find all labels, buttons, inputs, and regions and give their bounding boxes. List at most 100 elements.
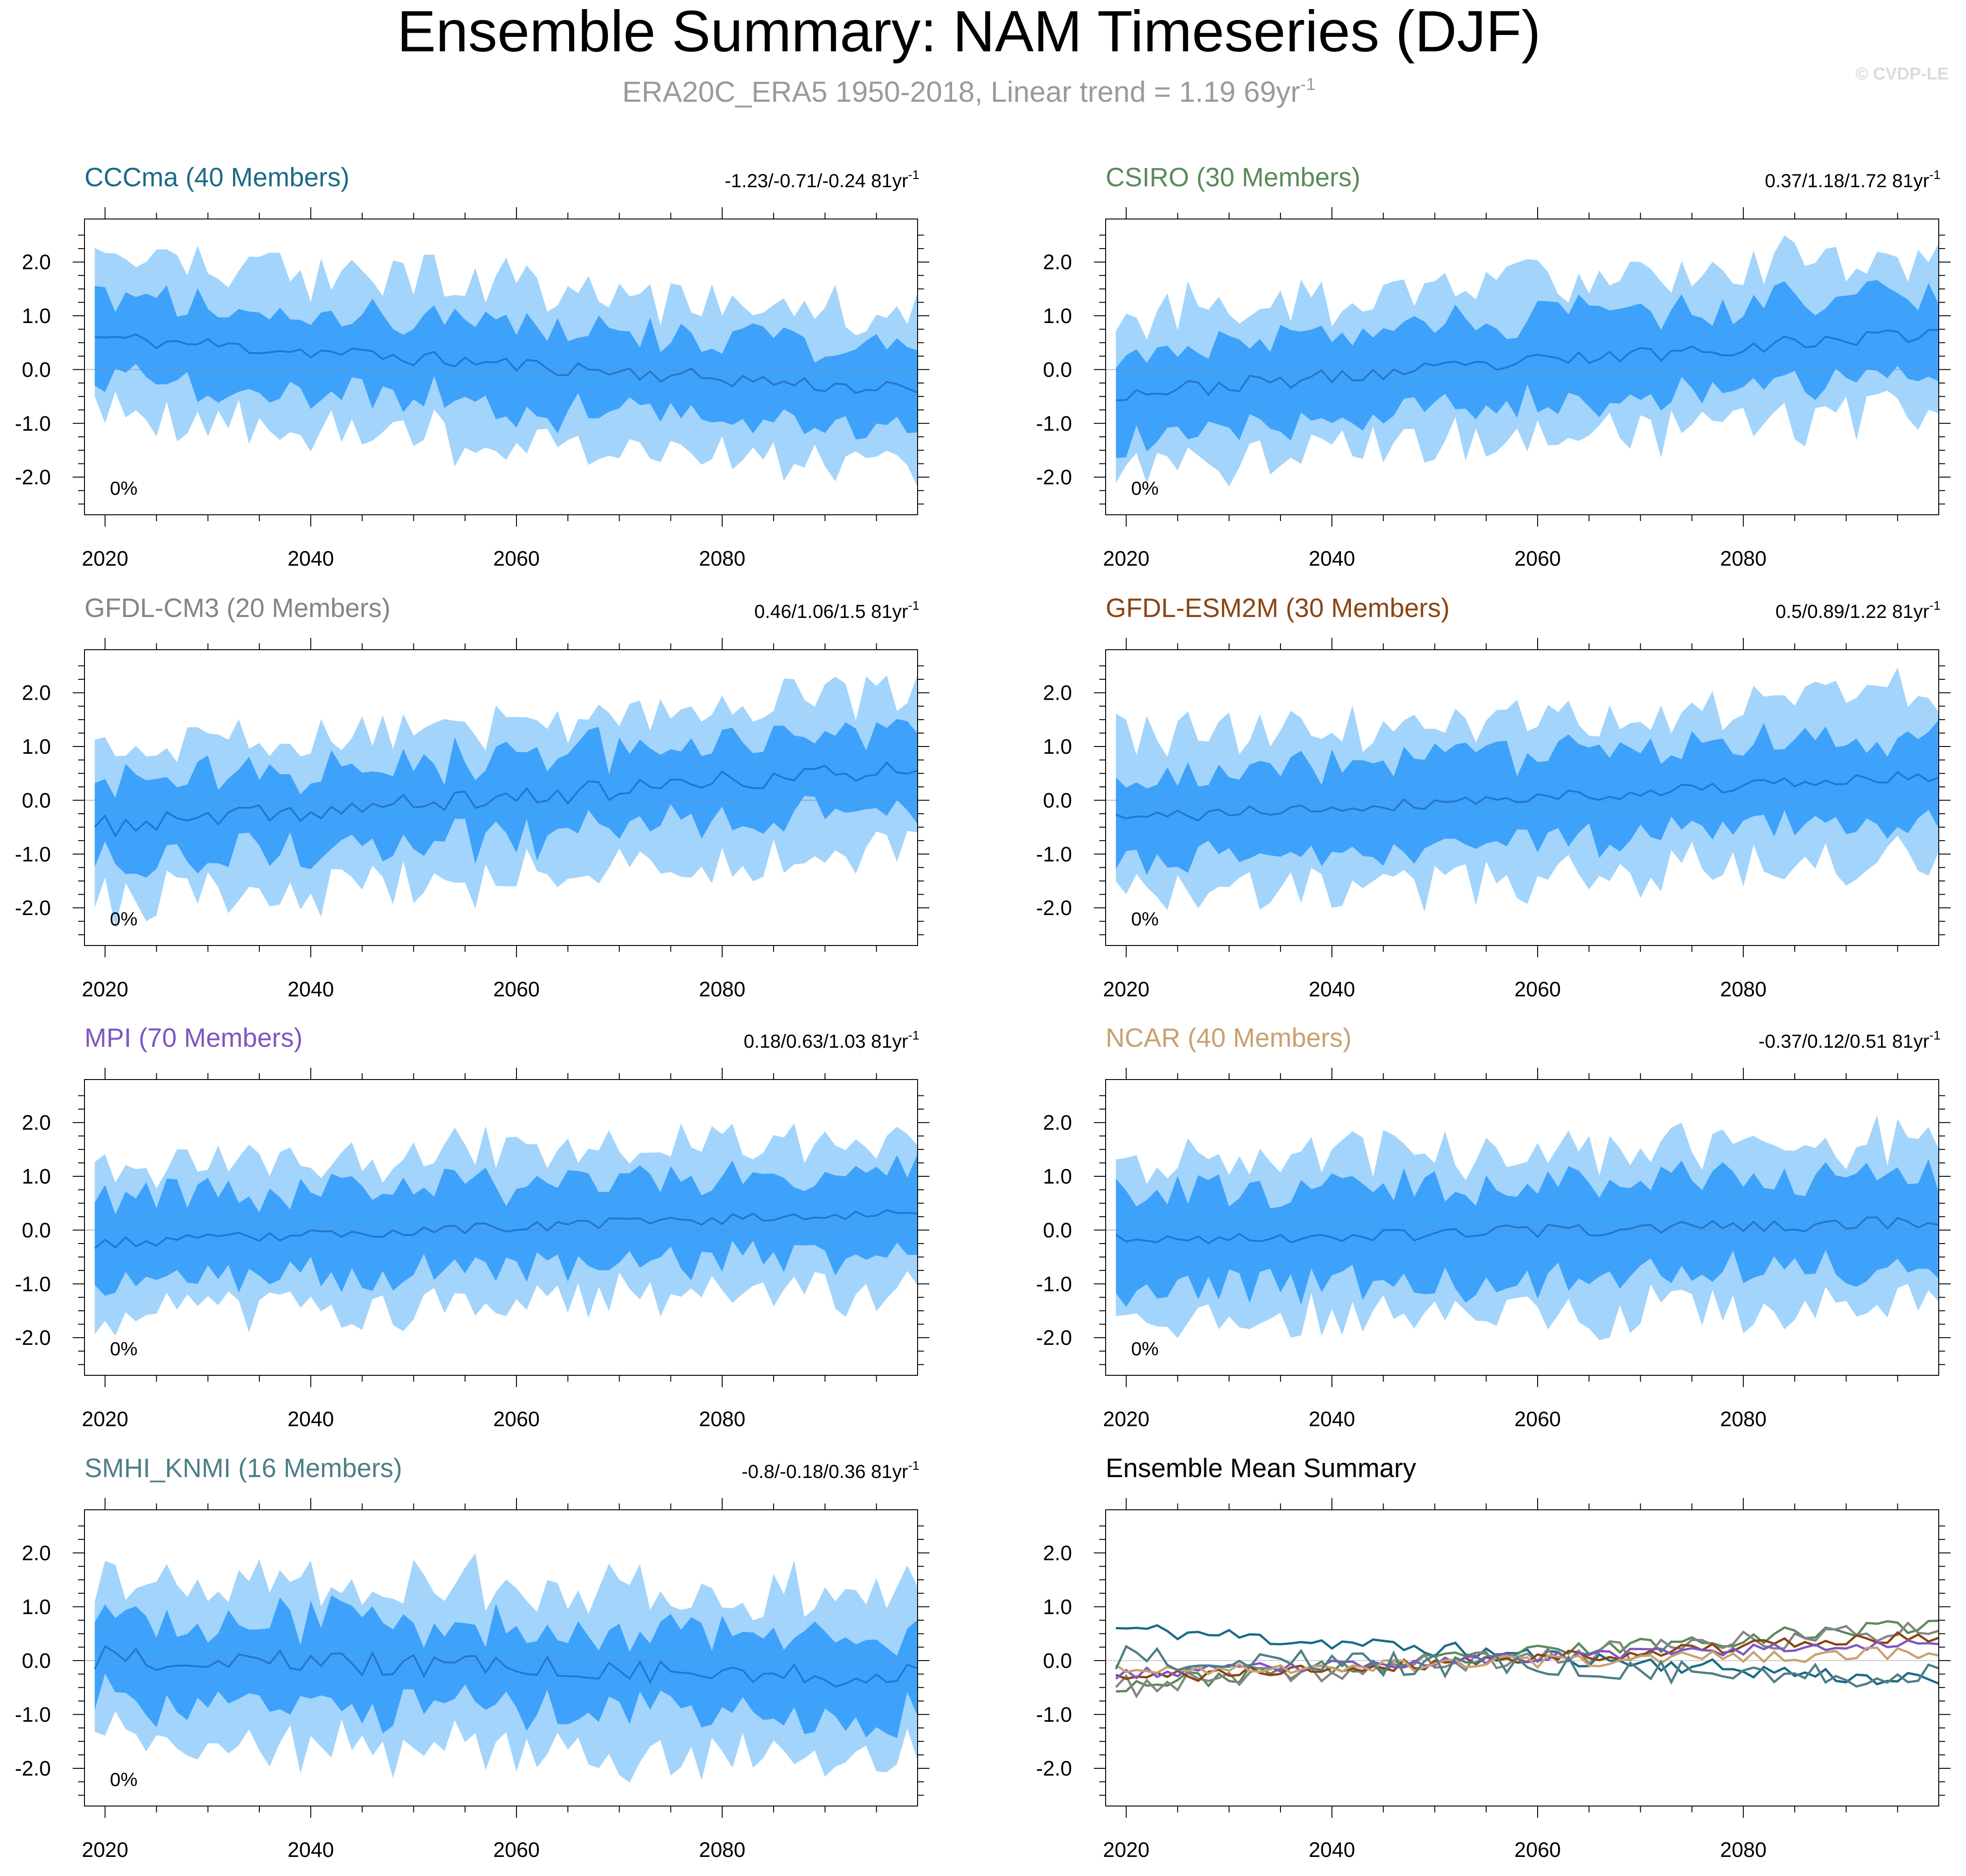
figure-subtitle-main: ERA20C_ERA5 1950-2018, Linear trend = 1.… — [622, 75, 1301, 108]
x-tick-label: 2020 — [82, 1838, 128, 1861]
x-tick-label: 2060 — [1514, 977, 1561, 1001]
y-tick-label: 1.0 — [22, 735, 51, 758]
y-tick-label: 0.0 — [22, 788, 51, 812]
percent-label: 0% — [110, 1338, 138, 1359]
plot-frame — [1105, 219, 1939, 515]
plot-frame — [1105, 649, 1939, 946]
percent-label: 0% — [1131, 478, 1159, 499]
trend-sup: -1 — [908, 1458, 919, 1473]
trend-label: 0.18/0.63/1.03 81yr-1 — [744, 1028, 919, 1052]
x-tick-label: 2040 — [1309, 977, 1355, 1001]
y-tick-label: 2.0 — [1043, 250, 1072, 274]
series-line-cccma — [1116, 1624, 1939, 1686]
panel-title: CSIRO (30 Members) — [1106, 163, 1360, 192]
x-tick-label: 2020 — [1103, 547, 1149, 570]
x-tick-label: 2020 — [1103, 977, 1149, 1001]
percent-label: 0% — [1131, 908, 1159, 930]
panel-5: NCAR (40 Members) -0.37/0.12/0.51 81yr-1 0… — [1036, 1023, 1951, 1431]
panel-title: NCAR (40 Members) — [1106, 1023, 1351, 1053]
x-tick-label: 2040 — [1309, 547, 1355, 570]
x-tick-label: 2080 — [1720, 547, 1767, 570]
plot-frame — [1105, 1079, 1939, 1376]
panel-4: MPI (70 Members) 0.18/0.63/1.03 81yr-1 0% 2… — [15, 1023, 929, 1431]
y-tick-label: 0.0 — [1043, 1218, 1072, 1242]
y-tick-label: 0.0 — [22, 1218, 51, 1242]
figure-subtitle: ERA20C_ERA5 1950-2018, Linear trend = 1.… — [622, 75, 1316, 108]
x-tick-label: 2020 — [1103, 1407, 1149, 1431]
trend-value: -0.37/0.12/0.51 81yr — [1758, 1030, 1929, 1052]
trend-label: -1.23/-0.71/-0.24 81yr-1 — [725, 168, 919, 191]
y-tick-label: 1.0 — [1043, 1164, 1072, 1188]
trend-sup: -1 — [1929, 1028, 1941, 1042]
plot-frame — [1105, 1509, 1939, 1806]
inner-range-band — [1116, 720, 1939, 875]
plot-frame — [84, 649, 918, 946]
y-tick-label: -1.0 — [1036, 1702, 1072, 1726]
y-tick-label: -2.0 — [1036, 1326, 1072, 1349]
y-tick-label: 2.0 — [1043, 1541, 1072, 1565]
y-tick-label: -2.0 — [15, 465, 51, 489]
x-tick-label: 2080 — [1720, 1838, 1767, 1861]
x-tick-label: 2040 — [288, 1838, 334, 1861]
y-tick-label: 2.0 — [22, 1111, 51, 1135]
y-tick-label: 1.0 — [22, 304, 51, 328]
y-tick-label: 1.0 — [1043, 304, 1072, 328]
ensemble-mean-line — [1115, 1216, 1939, 1244]
y-tick-label: 0.0 — [1043, 358, 1072, 381]
ensemble-mean-line — [94, 761, 918, 838]
y-tick-label: -1.0 — [1036, 1272, 1072, 1296]
x-tick-label: 2060 — [1514, 547, 1561, 570]
x-tick-label: 2040 — [1309, 1838, 1355, 1861]
x-tick-label: 2080 — [699, 547, 745, 570]
plot-frame — [84, 1509, 918, 1806]
y-tick-label: 0.0 — [22, 1649, 51, 1672]
x-tick-label: 2080 — [1720, 977, 1767, 1001]
y-tick-label: 2.0 — [1043, 681, 1072, 705]
panel-3: GFDL-ESM2M (30 Members) 0.5/0.89/1.22 81y… — [1036, 593, 1951, 1001]
trend-label: 0.46/1.06/1.5 81yr-1 — [755, 598, 920, 622]
x-tick-label: 2060 — [493, 1838, 540, 1861]
figure-subtitle-sup: -1 — [1300, 75, 1316, 94]
ensemble-mean-line — [94, 1209, 918, 1249]
plot-frame — [84, 1079, 918, 1376]
y-tick-label: -2.0 — [15, 896, 51, 920]
copyright-label: © CVDP-LE — [1856, 65, 1949, 84]
trend-value: 0.18/0.63/1.03 81yr — [744, 1030, 908, 1052]
x-tick-label: 2040 — [288, 977, 334, 1001]
percent-label: 0% — [1131, 1338, 1159, 1359]
panel-title: GFDL-CM3 (20 Members) — [84, 593, 391, 623]
inner-range-band — [94, 719, 918, 878]
y-tick-label: 1.0 — [1043, 1595, 1072, 1618]
panel-7: Ensemble Mean Summary 2.0 1.0 0.0 -1.0 -2.0 20… — [1036, 1453, 1951, 1861]
y-tick-label: -2.0 — [15, 1757, 51, 1780]
trend-sup: -1 — [908, 168, 919, 182]
ensemble-mean-line — [94, 333, 918, 394]
y-tick-label: 0.0 — [22, 358, 51, 381]
trend-label: 0.5/0.89/1.22 81yr-1 — [1776, 598, 1941, 622]
x-tick-label: 2060 — [493, 547, 540, 570]
trend-value: 0.46/1.06/1.5 81yr — [755, 601, 909, 622]
y-tick-label: -1.0 — [1036, 842, 1072, 866]
trend-label: 0.37/1.18/1.72 81yr-1 — [1765, 168, 1941, 191]
plot-frame — [84, 219, 918, 515]
y-tick-label: 0.0 — [1043, 1649, 1072, 1672]
series-line-ncar — [1115, 1647, 1939, 1676]
x-tick-label: 2020 — [82, 547, 128, 570]
y-tick-label: -2.0 — [1036, 465, 1072, 489]
x-tick-label: 2040 — [288, 547, 334, 570]
y-tick-label: -2.0 — [1036, 1757, 1072, 1780]
trend-value: -1.23/-0.71/-0.24 81yr — [725, 170, 908, 191]
percent-label: 0% — [110, 478, 138, 499]
percent-label: 0% — [110, 908, 138, 930]
x-tick-label: 2060 — [1514, 1838, 1561, 1861]
y-tick-label: 1.0 — [22, 1164, 51, 1188]
trend-value: 0.5/0.89/1.22 81yr — [1776, 601, 1930, 622]
y-tick-label: -1.0 — [15, 1272, 51, 1296]
y-tick-label: 0.0 — [1043, 788, 1072, 812]
trend-value: 0.37/1.18/1.72 81yr — [1765, 170, 1929, 191]
panel-title: MPI (70 Members) — [84, 1023, 303, 1053]
x-tick-label: 2020 — [82, 977, 128, 1001]
panel-title: SMHI_KNMI (16 Members) — [84, 1453, 402, 1483]
inner-range-band — [94, 1154, 918, 1296]
panel-6: SMHI_KNMI (16 Members) -0.8/-0.18/0.36 81… — [15, 1453, 929, 1861]
